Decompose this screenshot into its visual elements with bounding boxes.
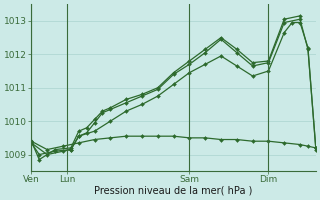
X-axis label: Pression niveau de la mer( hPa ): Pression niveau de la mer( hPa ) bbox=[94, 186, 253, 196]
